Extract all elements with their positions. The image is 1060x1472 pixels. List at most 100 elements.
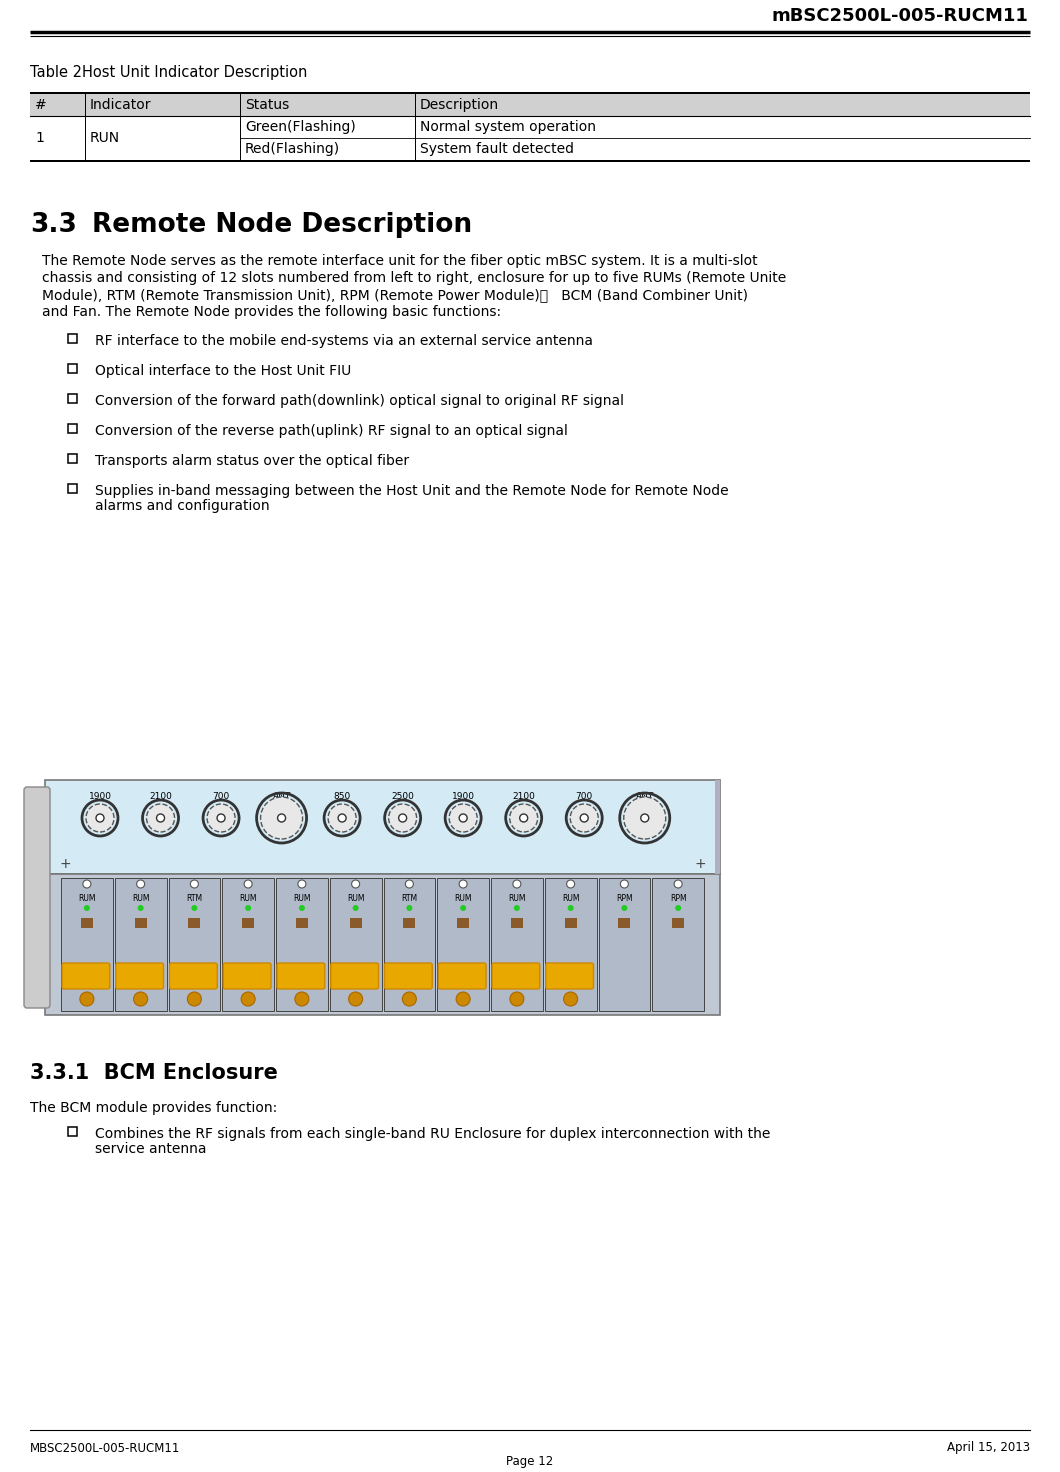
Circle shape <box>513 880 520 888</box>
Text: Indicator: Indicator <box>90 99 152 112</box>
Text: ANT: ANT <box>272 792 290 801</box>
Text: 3.3.1  BCM Enclosure: 3.3.1 BCM Enclosure <box>30 1063 278 1083</box>
Text: April 15, 2013: April 15, 2013 <box>947 1441 1030 1454</box>
Text: ANT: ANT <box>636 792 654 801</box>
Circle shape <box>329 804 356 832</box>
FancyBboxPatch shape <box>61 963 110 989</box>
Bar <box>384 877 436 1011</box>
Text: Remote Node Description: Remote Node Description <box>92 212 472 238</box>
Circle shape <box>570 804 598 832</box>
Bar <box>189 919 200 927</box>
Circle shape <box>674 880 683 888</box>
Text: 700: 700 <box>576 792 593 801</box>
Circle shape <box>338 814 347 821</box>
Circle shape <box>245 905 251 911</box>
Circle shape <box>640 814 649 821</box>
Text: Conversion of the reverse path(uplink) RF signal to an optical signal: Conversion of the reverse path(uplink) R… <box>95 424 568 439</box>
Circle shape <box>519 814 528 821</box>
Bar <box>30 91 1030 94</box>
Circle shape <box>514 905 519 911</box>
Text: Page 12: Page 12 <box>507 1456 553 1469</box>
Circle shape <box>146 804 175 832</box>
Circle shape <box>278 814 285 821</box>
FancyBboxPatch shape <box>438 963 485 989</box>
Circle shape <box>580 814 588 821</box>
Bar <box>565 919 577 927</box>
Circle shape <box>80 992 94 1005</box>
Bar <box>545 877 597 1011</box>
Text: RUM: RUM <box>562 894 580 902</box>
Text: Transports alarm status over the optical fiber: Transports alarm status over the optical… <box>95 453 409 468</box>
Circle shape <box>241 992 255 1005</box>
Text: Optical interface to the Host Unit FIU: Optical interface to the Host Unit FIU <box>95 364 351 378</box>
Circle shape <box>620 880 629 888</box>
Bar <box>81 919 93 927</box>
Circle shape <box>510 804 537 832</box>
FancyBboxPatch shape <box>546 963 594 989</box>
Circle shape <box>138 905 143 911</box>
Circle shape <box>567 905 573 911</box>
Bar <box>457 919 470 927</box>
Text: RPM: RPM <box>616 894 633 902</box>
Bar <box>350 919 361 927</box>
Bar <box>599 877 650 1011</box>
Text: and Fan. The Remote Node provides the following basic functions:: and Fan. The Remote Node provides the fo… <box>42 305 501 319</box>
Circle shape <box>406 905 412 911</box>
Bar <box>30 94 1030 116</box>
FancyBboxPatch shape <box>224 963 271 989</box>
Bar <box>114 877 166 1011</box>
Bar <box>716 780 720 874</box>
Text: RUM: RUM <box>78 894 95 902</box>
Text: mBSC2500L-005-RUCM11: mBSC2500L-005-RUCM11 <box>771 7 1028 25</box>
Bar <box>68 1128 77 1136</box>
Circle shape <box>84 905 90 911</box>
Circle shape <box>456 992 471 1005</box>
Text: RUN: RUN <box>90 131 120 146</box>
Text: RTM: RTM <box>402 894 418 902</box>
Circle shape <box>86 804 114 832</box>
Text: Red(Flashing): Red(Flashing) <box>245 141 340 156</box>
Circle shape <box>564 992 578 1005</box>
Bar <box>45 874 720 1016</box>
FancyBboxPatch shape <box>331 963 378 989</box>
Text: RUM: RUM <box>508 894 526 902</box>
Bar <box>169 877 220 1011</box>
Circle shape <box>459 814 467 821</box>
Circle shape <box>137 880 144 888</box>
Text: +: + <box>694 857 706 871</box>
Circle shape <box>510 992 524 1005</box>
Circle shape <box>217 814 225 821</box>
Bar <box>68 424 77 433</box>
Bar <box>45 780 720 874</box>
Text: RUM: RUM <box>455 894 472 902</box>
Bar <box>437 877 489 1011</box>
Bar <box>61 877 112 1011</box>
Text: 1900: 1900 <box>452 792 475 801</box>
Circle shape <box>675 905 682 911</box>
Text: RF interface to the mobile end-systems via an external service antenna: RF interface to the mobile end-systems v… <box>95 334 593 347</box>
Text: RUM: RUM <box>240 894 257 902</box>
Bar <box>68 484 77 493</box>
Text: chassis and consisting of 12 slots numbered from left to right, enclosure for up: chassis and consisting of 12 slots numbe… <box>42 271 787 286</box>
Bar <box>135 919 146 927</box>
Text: 2500: 2500 <box>391 792 414 801</box>
Bar <box>30 159 1030 162</box>
Text: MBSC2500L-005-RUCM11: MBSC2500L-005-RUCM11 <box>30 1441 180 1454</box>
Text: +: + <box>59 857 71 871</box>
FancyBboxPatch shape <box>116 963 163 989</box>
Text: service antenna: service antenna <box>95 1142 207 1156</box>
Circle shape <box>399 814 407 821</box>
Circle shape <box>389 804 417 832</box>
Bar <box>242 919 254 927</box>
Text: Module), RTM (Remote Transmission Unit), RPM (Remote Power Module)，   BCM (Band : Module), RTM (Remote Transmission Unit),… <box>42 289 748 302</box>
Circle shape <box>623 796 666 839</box>
Circle shape <box>459 880 467 888</box>
Circle shape <box>134 992 147 1005</box>
Bar <box>672 919 684 927</box>
Text: Green(Flashing): Green(Flashing) <box>245 121 356 134</box>
Text: Status: Status <box>245 99 289 112</box>
Circle shape <box>157 814 164 821</box>
FancyBboxPatch shape <box>170 963 217 989</box>
Circle shape <box>207 804 235 832</box>
Circle shape <box>567 880 575 888</box>
